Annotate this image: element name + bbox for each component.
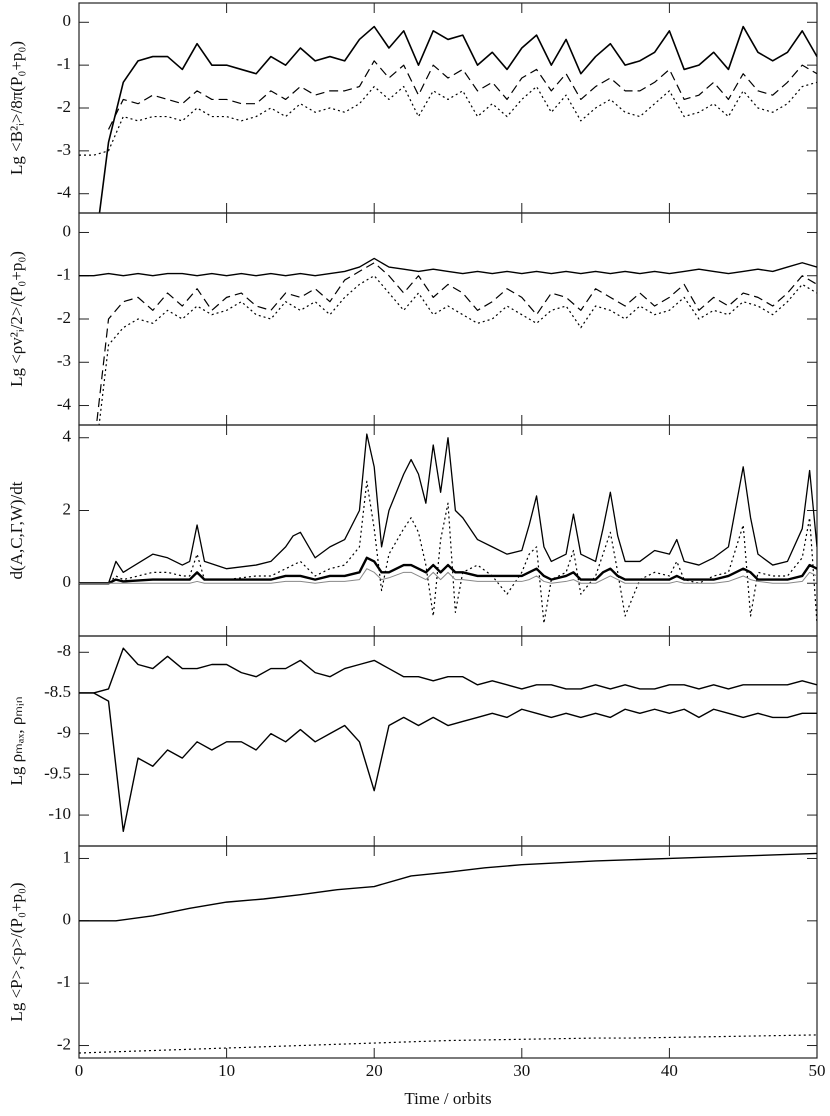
y-tick-label: -3 bbox=[57, 140, 71, 159]
y-axis-label: Lg <ρv²ᵢ/2>/(P₀+p₀) bbox=[7, 251, 26, 387]
x-tick-label: 20 bbox=[366, 1061, 383, 1080]
y-tick-label: -2 bbox=[57, 1034, 71, 1053]
panel-frame bbox=[78, 424, 818, 637]
y-axis-label: d(A,C,Γ,W)/dt bbox=[7, 481, 26, 579]
x-tick-label: 10 bbox=[218, 1061, 235, 1080]
series-line bbox=[79, 692, 817, 833]
y-tick-label: -4 bbox=[57, 183, 72, 202]
series-line bbox=[79, 257, 817, 277]
y-tick-label: 0 bbox=[63, 910, 72, 929]
y-tick-label: -1 bbox=[57, 265, 71, 284]
y-tick-label: 0 bbox=[63, 572, 72, 591]
x-tick-label: 30 bbox=[513, 1061, 530, 1080]
series-line bbox=[98, 275, 817, 425]
x-axis-label: Time / orbits bbox=[404, 1089, 491, 1108]
y-tick-label: -9.5 bbox=[44, 763, 71, 782]
y-tick-label: -1 bbox=[57, 54, 71, 73]
series-line bbox=[79, 556, 817, 585]
series-line bbox=[79, 852, 817, 922]
panel-frame bbox=[78, 635, 818, 847]
y-tick-label: -4 bbox=[57, 394, 72, 413]
x-tick-label: 50 bbox=[809, 1061, 826, 1080]
x-tick-label: 0 bbox=[75, 1061, 84, 1080]
series-line bbox=[79, 433, 817, 584]
series-line bbox=[79, 647, 817, 694]
y-tick-label: -8 bbox=[57, 641, 71, 660]
series-line bbox=[98, 25, 817, 213]
series-line bbox=[79, 568, 817, 584]
y-tick-label: 4 bbox=[63, 427, 72, 446]
y-tick-label: 0 bbox=[63, 11, 72, 30]
series-line bbox=[79, 81, 817, 156]
y-tick-label: -2 bbox=[57, 97, 71, 116]
panel-frame bbox=[78, 845, 818, 1059]
series-line bbox=[79, 1034, 817, 1054]
y-tick-label: -9 bbox=[57, 723, 71, 742]
y-tick-label: -1 bbox=[57, 972, 71, 991]
y-tick-label: -10 bbox=[48, 804, 71, 823]
y-tick-label: -2 bbox=[57, 308, 71, 327]
series-line bbox=[107, 60, 817, 130]
y-tick-label: 2 bbox=[63, 499, 72, 518]
series-line bbox=[95, 262, 817, 425]
y-tick-label: -3 bbox=[57, 351, 71, 370]
y-axis-label: Lg ρₘₐₓ, ρₘᵢₙ bbox=[7, 697, 26, 786]
y-tick-label: -8.5 bbox=[44, 682, 71, 701]
panel-frame bbox=[78, 212, 818, 426]
series-line bbox=[79, 480, 817, 624]
x-tick-label: 40 bbox=[661, 1061, 678, 1080]
y-axis-label: Lg <B²ᵢ>/8π(P₀+p₀) bbox=[7, 41, 26, 175]
y-axis-label: Lg <P>,<p>/(P₀+p₀) bbox=[7, 882, 26, 1021]
y-tick-label: 0 bbox=[63, 221, 72, 240]
y-tick-label: 1 bbox=[63, 847, 72, 866]
